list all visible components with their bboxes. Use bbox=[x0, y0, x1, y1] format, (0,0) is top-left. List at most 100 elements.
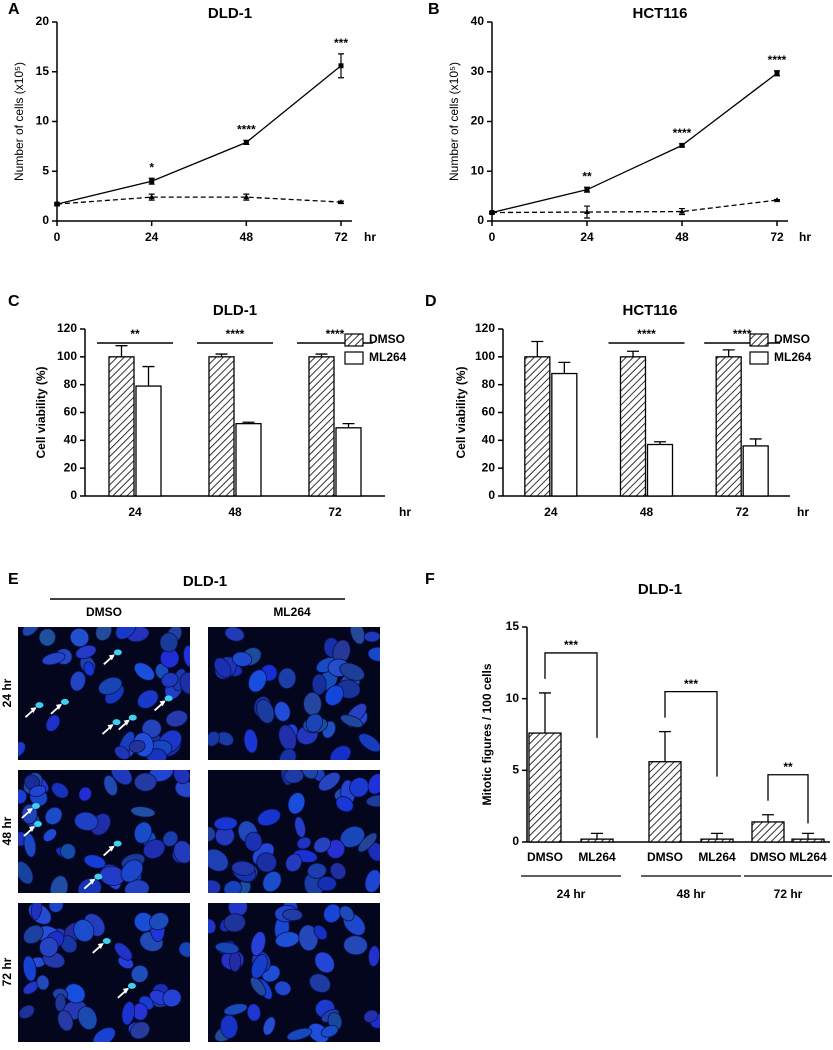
cells bbox=[208, 770, 380, 893]
arrow-head bbox=[159, 700, 166, 707]
x-tick-label: DMSO bbox=[750, 850, 786, 864]
nucleus bbox=[18, 741, 26, 758]
y-tick-label: 30 bbox=[471, 64, 485, 78]
panel-letter: E bbox=[8, 571, 19, 588]
bar bbox=[235, 422, 262, 497]
nucleus bbox=[31, 903, 43, 921]
error-bar bbox=[558, 361, 571, 374]
panel-title: DLD-1 bbox=[183, 573, 227, 590]
nucleus bbox=[244, 831, 263, 852]
nucleus bbox=[250, 931, 266, 956]
bar bbox=[335, 427, 362, 497]
nucleus bbox=[77, 877, 102, 893]
legend-swatch bbox=[749, 351, 769, 365]
nucleus bbox=[51, 782, 69, 799]
nucleus bbox=[313, 924, 328, 941]
marker bbox=[489, 209, 495, 215]
nucleus bbox=[75, 644, 97, 660]
legend-swatch bbox=[344, 333, 364, 347]
nucleus bbox=[303, 691, 322, 716]
marker bbox=[584, 209, 590, 215]
series-line bbox=[56, 196, 342, 205]
nucleus bbox=[114, 745, 130, 760]
chart-title: HCT116 bbox=[632, 5, 687, 22]
nucleus bbox=[363, 1009, 379, 1023]
nucleus bbox=[343, 935, 368, 956]
nucleus bbox=[60, 843, 76, 860]
y-tick-label: 120 bbox=[475, 321, 495, 335]
y-tick-label: 5 bbox=[42, 163, 49, 177]
nucleus bbox=[57, 1009, 74, 1032]
nucleus bbox=[98, 676, 123, 695]
nucleus bbox=[173, 770, 190, 785]
x-tick-label: ML264 bbox=[578, 850, 616, 864]
cells bbox=[208, 627, 380, 760]
nucleus bbox=[130, 964, 149, 983]
x-axis-label: hr bbox=[399, 505, 411, 519]
nucleus bbox=[41, 652, 66, 666]
y-axis-label: Number of cells (x10⁵) bbox=[447, 62, 461, 181]
significance: **** bbox=[733, 327, 752, 341]
significance-bracket bbox=[767, 774, 809, 824]
bar bbox=[751, 821, 785, 843]
y-axis-label: Number of cells (x10⁵) bbox=[12, 62, 26, 181]
bar bbox=[524, 356, 551, 497]
x-tick-label: 24 hr bbox=[557, 887, 586, 901]
bar bbox=[580, 838, 614, 843]
nucleus bbox=[335, 796, 354, 813]
nucleus bbox=[256, 699, 275, 724]
nucleus bbox=[250, 976, 267, 997]
nucleus bbox=[367, 646, 380, 662]
nucleus bbox=[54, 993, 67, 1012]
nucleus bbox=[232, 651, 253, 667]
x-tick-label: 48 bbox=[640, 505, 654, 519]
nucleus bbox=[318, 771, 341, 792]
panel-letter: A bbox=[8, 1, 20, 18]
significance: **** bbox=[768, 53, 787, 67]
nucleus bbox=[349, 777, 370, 798]
nucleus bbox=[213, 657, 232, 678]
nucleus bbox=[128, 739, 146, 753]
nucleus bbox=[143, 839, 166, 859]
nucleus bbox=[305, 713, 324, 733]
y-axis-label: Cell viability (%) bbox=[454, 366, 468, 458]
column-label: ML264 bbox=[273, 605, 311, 619]
significance: *** bbox=[334, 36, 348, 50]
nucleus bbox=[49, 875, 69, 893]
nucleus bbox=[45, 714, 61, 732]
cells bbox=[18, 627, 190, 760]
row-label: 24 hr bbox=[0, 678, 14, 707]
mitotic-cell bbox=[164, 695, 173, 702]
x-tick-label: 24 bbox=[145, 230, 159, 244]
nucleus bbox=[69, 627, 90, 648]
nucleus bbox=[208, 826, 216, 842]
significance: **** bbox=[673, 126, 692, 140]
nucleus bbox=[339, 905, 355, 922]
legend-label: ML264 bbox=[774, 350, 812, 364]
nucleus bbox=[324, 684, 344, 706]
row-label: 48 hr bbox=[0, 816, 14, 845]
arrow-head bbox=[89, 878, 96, 885]
nucleus bbox=[121, 1001, 136, 1026]
error-bar bbox=[762, 814, 774, 822]
bar bbox=[791, 838, 825, 843]
bar bbox=[551, 372, 578, 497]
nucleus bbox=[28, 785, 47, 798]
cells bbox=[18, 903, 190, 1042]
nucleus bbox=[274, 701, 291, 722]
error-bar bbox=[711, 832, 723, 840]
nucleus bbox=[183, 645, 190, 668]
y-tick-label: 5 bbox=[512, 763, 519, 777]
bar bbox=[108, 356, 135, 497]
error-bar bbox=[659, 730, 671, 762]
error-bar bbox=[627, 350, 639, 357]
column-label: DMSO bbox=[86, 605, 122, 619]
x-tick-label: ML264 bbox=[698, 850, 736, 864]
nucleus bbox=[83, 854, 106, 869]
y-tick-label: 100 bbox=[475, 349, 495, 363]
nucleus bbox=[262, 1016, 276, 1036]
legend-label: DMSO bbox=[369, 332, 405, 346]
y-tick-label: 15 bbox=[506, 619, 520, 633]
x-tick-label: 24 bbox=[580, 230, 594, 244]
error-bar bbox=[342, 422, 355, 428]
